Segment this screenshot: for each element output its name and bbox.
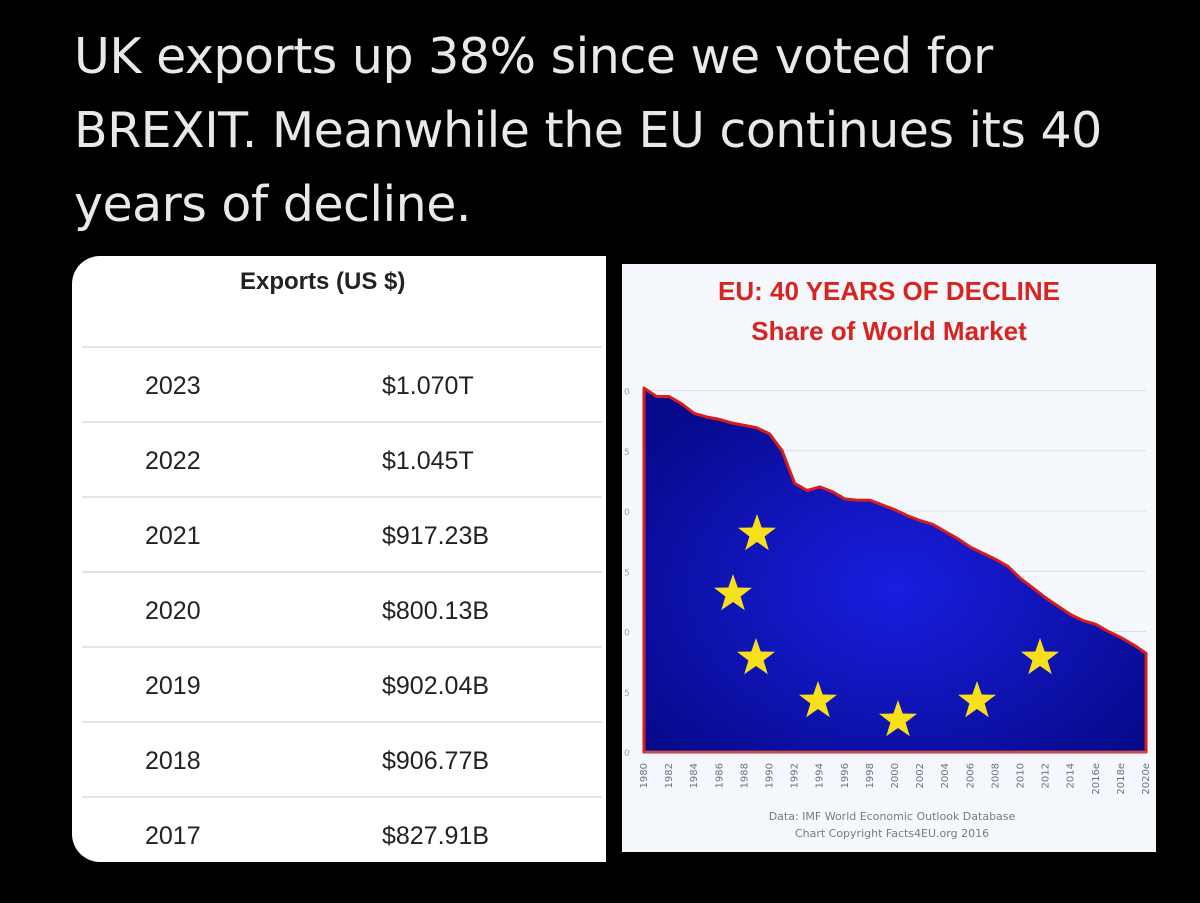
eu-star-icon [738, 514, 776, 551]
table-row: 2022 $1.045T [82, 421, 602, 497]
eu-chart-card: 0 5 0 5 0 5 0 1980 1982 1984 1986 1988 1990 1992 1994 1… [622, 264, 1156, 852]
x-tick-label: 1982 [664, 763, 675, 788]
row-value: $906.77B [382, 747, 490, 775]
eu-star-icon [799, 681, 837, 718]
x-tick-label: 1986 [714, 763, 725, 788]
x-tick-label: 2002 [915, 763, 926, 788]
tweet-text: UK exports up 38% since we voted for BRE… [74, 28, 1102, 233]
chart-data-source: Data: IMF World Economic Outlook Databas… [768, 810, 1016, 823]
x-tick-label: 2018e [1116, 763, 1127, 795]
x-tick-label: 1994 [815, 763, 826, 788]
x-tick-label: 1996 [840, 763, 851, 788]
x-tick-label: 1988 [739, 763, 750, 788]
row-year: 2022 [145, 447, 201, 475]
row-year: 2018 [145, 747, 201, 775]
eu-star-icon [1021, 638, 1059, 675]
x-tick-label: 2004 [940, 763, 951, 788]
x-tick-label: 2000 [890, 763, 901, 788]
y-tick-label: 5 [624, 689, 630, 699]
table-row: 2017 $827.91B [82, 796, 602, 862]
row-value: $1.070T [382, 372, 474, 400]
x-tick-label: 2008 [990, 763, 1001, 788]
row-year: 2020 [145, 597, 201, 625]
chart-subtitle: Share of World Market [751, 316, 1027, 346]
x-tick-label: 1998 [865, 763, 876, 788]
x-tick-label: 1990 [765, 763, 776, 788]
table-row: 2018 $906.77B [82, 721, 602, 797]
x-tick-label: 1980 [639, 763, 650, 788]
x-tick-label: 2006 [965, 763, 976, 788]
row-value: $827.91B [382, 822, 490, 850]
eu-star-icon [879, 700, 917, 737]
y-tick-label: 0 [624, 388, 630, 398]
row-value: $917.23B [382, 522, 490, 550]
row-year: 2021 [145, 522, 201, 550]
chart-title: EU: 40 YEARS OF DECLINE [718, 276, 1060, 306]
row-year: 2017 [145, 822, 201, 850]
x-tick-label: 2016e [1091, 763, 1102, 795]
y-tick-label: 0 [624, 749, 630, 759]
row-year: 2019 [145, 672, 201, 700]
eu-share-area [642, 386, 1148, 754]
table-row: 2021 $917.23B [82, 496, 602, 572]
table-row: 2019 $902.04B [82, 646, 602, 722]
eu-star-icon [958, 681, 996, 718]
row-value: $1.045T [382, 447, 474, 475]
table-title: Exports (US $) [240, 268, 406, 295]
table-row: 2023 $1.070T [82, 346, 602, 422]
row-year: 2023 [145, 372, 201, 400]
y-tick-label: 5 [624, 448, 630, 458]
x-tick-label: 1984 [689, 763, 700, 788]
table-header: Exports (US $) [72, 256, 606, 346]
x-tick-label: 2010 [1016, 763, 1027, 788]
x-tick-label: 2012 [1041, 763, 1052, 788]
exports-table-card: Exports (US $) 2023 $1.070T 2022 $1.045T… [72, 256, 606, 862]
y-tick-label: 5 [624, 568, 630, 578]
x-tick-label: 2020e [1141, 763, 1152, 795]
eu-star-icon [714, 574, 752, 611]
y-tick-label: 0 [624, 508, 630, 518]
eu-star-icon [737, 638, 775, 675]
chart-copyright: Chart Copyright Facts4EU.org 2016 [794, 827, 990, 840]
table-row: 2020 $800.13B [82, 571, 602, 647]
y-tick-label: 0 [624, 629, 630, 639]
x-tick-label: 1992 [790, 763, 801, 788]
eu-area-chart: 0 5 0 5 0 5 0 1980 1982 1984 1986 1988 1990 1992 1994 1… [624, 386, 1152, 795]
row-value: $902.04B [382, 672, 490, 700]
x-tick-label: 2014 [1066, 763, 1077, 788]
row-value: $800.13B [382, 597, 490, 625]
